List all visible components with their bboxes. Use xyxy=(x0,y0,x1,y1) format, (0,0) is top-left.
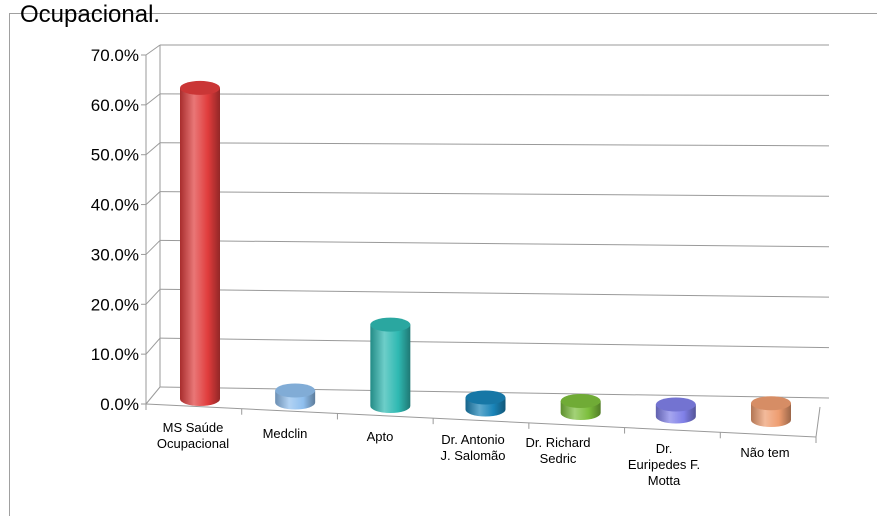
y-tick-label: 40.0% xyxy=(91,196,139,215)
gridline xyxy=(159,142,830,147)
gridline-side xyxy=(145,288,161,305)
x-category-label: Medclin xyxy=(263,426,308,441)
gridline-side xyxy=(145,142,161,156)
bar-body xyxy=(180,87,220,406)
gridline-side xyxy=(145,337,161,355)
bar-top xyxy=(370,317,411,332)
grid-layer xyxy=(145,44,830,443)
x-category-label: Dr. Richard Sedric xyxy=(525,435,590,466)
bar xyxy=(655,397,696,424)
bar-top xyxy=(465,390,506,405)
x-category-label: Dr. Antonio J. Salomão xyxy=(440,432,505,463)
chart-frame: Ocupacional. xyxy=(9,1,877,516)
y-tick-label: 10.0% xyxy=(91,345,139,364)
bar-top xyxy=(751,396,791,411)
gridline-side xyxy=(145,44,161,56)
gridline xyxy=(159,239,830,248)
y-tick-label: 70.0% xyxy=(91,46,139,65)
y-tick-label: 30.0% xyxy=(91,245,139,264)
gridline-side xyxy=(145,93,161,106)
x-category-label: Apto xyxy=(367,429,394,444)
bar xyxy=(751,396,791,427)
x-axis-labels: MS Saúde Ocupacional Medclin Apto Dr. Antoni… xyxy=(157,420,790,488)
y-tick-label: 20.0% xyxy=(91,295,139,314)
y-tick-label: 60.0% xyxy=(91,96,139,115)
x-category-label: MS Saúde Ocupacional xyxy=(157,420,229,451)
gridline-side xyxy=(145,240,161,255)
heading-fragment: Ocupacional. xyxy=(20,1,161,28)
bars-layer xyxy=(180,80,791,427)
y-axis-ticks: 0.0% 10.0% 20.0% 30.0% 40.0% 50.0% 60.0% 70.0% xyxy=(91,46,146,414)
bar xyxy=(465,390,506,417)
gridline-side xyxy=(145,191,161,205)
bar-top xyxy=(275,383,316,398)
bar xyxy=(370,317,411,414)
gridline xyxy=(159,93,830,96)
gridline xyxy=(159,337,830,349)
gridline xyxy=(159,191,830,197)
bar xyxy=(180,80,220,406)
x-category-label: Dr. Euripedes F. Motta xyxy=(628,441,700,488)
x-category-label: Não tem xyxy=(740,445,789,460)
bar-top xyxy=(560,394,601,408)
bar-body xyxy=(370,324,411,414)
bar xyxy=(275,383,316,410)
bar xyxy=(560,394,601,421)
bar-top xyxy=(655,397,696,412)
y-tick-label: 50.0% xyxy=(91,146,139,165)
gridline xyxy=(159,288,830,298)
gridline-side xyxy=(145,386,161,405)
y-tick-label: 0.0% xyxy=(100,395,139,414)
bar-top xyxy=(180,80,220,95)
